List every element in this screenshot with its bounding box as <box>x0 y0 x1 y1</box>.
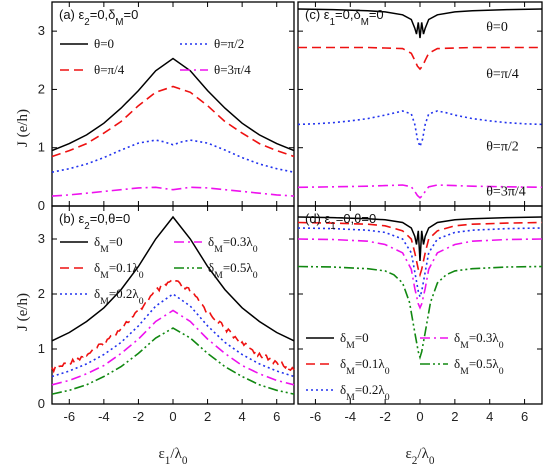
panel-c: (c) ε1=0,δM=0 θ=0 θ=π/4 θ=π/2 θ=3π/4 <box>297 1 543 207</box>
x-tick-label: -4 <box>98 409 110 424</box>
series-line-4 <box>51 309 295 386</box>
legend-entry: θ=3π/4 <box>180 62 251 77</box>
y-tick-label: 2 <box>38 286 45 301</box>
plot-frame <box>297 205 543 405</box>
legend-entry: δM=0.5λ0 <box>174 260 258 281</box>
series-line-2 <box>51 278 295 374</box>
legend-entry: δM=0.2λ0 <box>60 286 144 307</box>
curve-annotation: θ=3π/4 <box>486 185 526 200</box>
legend-entry: δM=0.3λ0 <box>174 234 258 255</box>
y-tick-label: 3 <box>38 23 45 38</box>
y-axis-title-top: J (e/h) <box>15 109 31 147</box>
y-tick-label: 3 <box>38 231 45 246</box>
series-line-1 <box>297 8 543 39</box>
plot-frame <box>51 1 295 207</box>
series-line-3 <box>51 293 295 378</box>
legend-entry: θ=π/4 <box>60 62 125 77</box>
series-line-3 <box>297 110 543 149</box>
x-axis-title-right: ε2/λ0 <box>405 446 434 466</box>
panel-title: (a) ε2=0,δM=0 <box>59 7 138 28</box>
series-line-5 <box>297 265 543 361</box>
series-line-3 <box>297 227 543 300</box>
y-tick-label: 2 <box>38 81 45 96</box>
panel-title: (c) ε1=0,δM=0 <box>305 7 384 28</box>
series-line-5 <box>51 327 295 395</box>
series-line-1 <box>51 57 295 152</box>
x-tick-label: -6 <box>64 409 76 424</box>
legend-entry: θ=π/2 <box>180 36 244 51</box>
legend-label: δM=0.1λ0 <box>340 356 390 377</box>
legend-label: θ=0 <box>94 36 114 51</box>
series-line-4 <box>297 184 543 199</box>
legend-label: δM=0.2λ0 <box>340 382 390 403</box>
series-line-1 <box>297 216 543 262</box>
series-line-2 <box>51 85 295 158</box>
y-axis-title-bottom: J (e/h) <box>15 293 31 331</box>
legend-entry: δM=0.5λ0 <box>420 356 504 377</box>
x-tick-label: -2 <box>379 409 391 424</box>
legend-label: δM=0.5λ0 <box>454 356 504 377</box>
x-tick-label: 2 <box>451 409 458 424</box>
x-tick-label: 4 <box>239 409 246 424</box>
curve-annotation: θ=π/4 <box>486 67 519 82</box>
legend-entry: δM=0 <box>306 330 369 351</box>
x-tick-label: -6 <box>310 409 322 424</box>
legend-label: δM=0.3λ0 <box>454 330 504 351</box>
x-tick-label: 0 <box>416 409 423 424</box>
legend-label: θ=3π/4 <box>214 62 251 77</box>
legend-entry: δM=0.1λ0 <box>60 260 144 281</box>
legend-entry: θ=0 <box>60 36 114 51</box>
series-line-1 <box>51 215 295 342</box>
x-tick-label: 2 <box>204 409 211 424</box>
x-axis-title-left: ε1/λ0 <box>158 446 187 466</box>
legend-label: δM=0.3λ0 <box>208 234 258 255</box>
legend-label: δM=0 <box>340 330 369 351</box>
x-tick-label: 4 <box>486 409 493 424</box>
legend-label: δM=0.2λ0 <box>94 286 144 307</box>
y-tick-label: 0 <box>38 198 45 213</box>
panel-d: -6 -4 -2 0 2 4 6 (d) ε1=0,θ=0 δM=0 δM=0.1λ0 δM=0.2… <box>297 205 543 424</box>
series-line-3 <box>51 139 295 173</box>
x-tick-label: -2 <box>133 409 145 424</box>
legend-entry: δM=0 <box>60 234 123 255</box>
y-tick-label: 1 <box>38 140 45 155</box>
x-tick-label: 6 <box>521 409 528 424</box>
curve-annotation: θ=0 <box>486 20 508 35</box>
series-line-2 <box>297 221 543 278</box>
panel-title: (b) ε2=0,θ=0 <box>59 211 130 232</box>
x-tick-label: 0 <box>169 409 176 424</box>
panel-title: (d) ε1=0,θ=0 <box>305 211 376 232</box>
legend-entry: δM=0.3λ0 <box>420 330 504 351</box>
legend-label: θ=π/4 <box>94 62 125 77</box>
panel-b: -6 -4 -2 0 2 4 6 0 1 2 3 (b) ε2=0,θ=0δM=0 δM=0.1λ0 δM… <box>38 205 295 424</box>
legend-label: δM=0 <box>94 234 123 255</box>
curve-annotation: θ=π/2 <box>486 140 519 155</box>
y-tick-label: 0 <box>38 396 45 411</box>
legend-label: θ=π/2 <box>214 36 244 51</box>
plot-frame <box>51 205 295 405</box>
series-line-2 <box>298 46 542 71</box>
x-tick-label: 6 <box>273 409 280 424</box>
x-tick-label: -4 <box>345 409 357 424</box>
legend-entry: δM=0.2λ0 <box>306 382 390 403</box>
panel-a: 0 1 2 3 (a) ε2=0,δM=0 θ=0 θ=π/4 θ=π/2 θ=3π/4 <box>38 1 295 213</box>
legend-label: δM=0.1λ0 <box>94 260 144 281</box>
series-line-4 <box>297 238 543 310</box>
legend-entry: δM=0.1λ0 <box>306 356 390 377</box>
y-tick-label: 1 <box>38 341 45 356</box>
series-line-4 <box>51 186 295 197</box>
legend-label: δM=0.5λ0 <box>208 260 258 281</box>
